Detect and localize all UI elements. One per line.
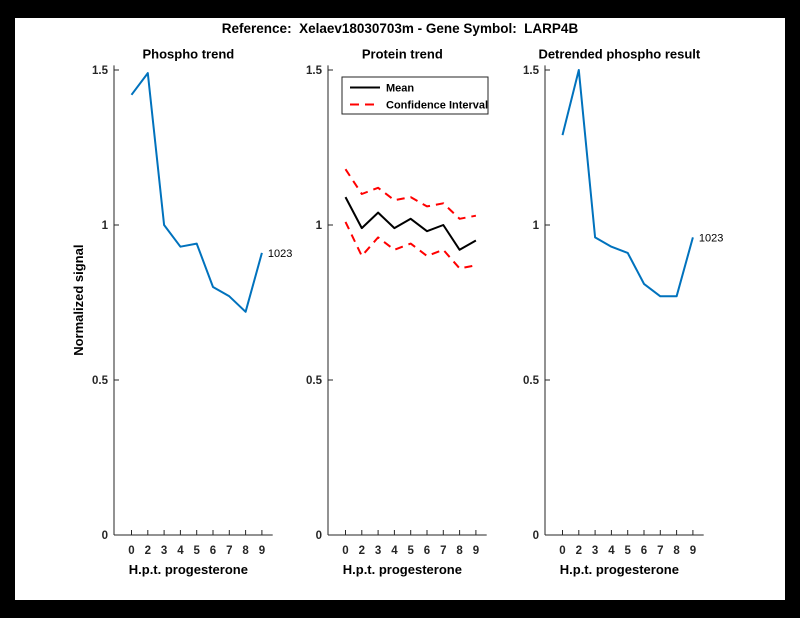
legend-item-label: Confidence Interval <box>386 100 488 112</box>
x-tick-label: 6 <box>641 545 647 557</box>
x-tick-label: 4 <box>391 545 398 557</box>
x-axis-label: H.p.t. progesterone <box>129 562 248 577</box>
x-axis-label: H.p.t. progesterone <box>343 562 462 577</box>
x-tick-label: 4 <box>177 545 184 557</box>
y-tick-label: 0.5 <box>306 375 323 387</box>
x-tick-label: 9 <box>473 545 479 557</box>
x-tick-label: 9 <box>690 545 696 557</box>
y-tick-label: 1 <box>533 220 540 232</box>
x-tick-label: 6 <box>424 545 430 557</box>
y-tick-label: 1.5 <box>523 65 540 77</box>
subplot-title: Phospho trend <box>142 46 234 61</box>
y-tick-label: 0 <box>316 530 322 542</box>
x-tick-label: 7 <box>440 545 446 557</box>
confidence-interval-line <box>344 221 477 270</box>
subplot-title: Protein trend <box>362 46 443 61</box>
y-tick-label: 0.5 <box>523 375 540 387</box>
confidence-interval-line <box>344 168 477 220</box>
x-tick-label: 3 <box>375 545 381 557</box>
x-tick-label: 8 <box>242 545 249 557</box>
data-line-phospho-trend <box>130 72 263 313</box>
y-tick-label: 1.5 <box>306 65 323 77</box>
y-tick-label: 1.5 <box>92 65 109 77</box>
x-tick-label: 5 <box>193 545 200 557</box>
x-tick-label: 7 <box>226 545 232 557</box>
x-tick-label: 8 <box>456 545 463 557</box>
x-tick-label: 5 <box>624 545 631 557</box>
x-tick-label: 2 <box>576 545 582 557</box>
figure-title: Reference: Xelaev18030703m - Gene Symbol… <box>221 21 579 36</box>
x-tick-label: 2 <box>359 545 365 557</box>
y-tick-label: 0 <box>102 530 108 542</box>
x-tick-label: 9 <box>259 545 265 557</box>
x-axis-label: H.p.t. progesterone <box>560 562 679 577</box>
legend-item-label: Mean <box>386 83 414 95</box>
series-end-label: 1023 <box>268 248 292 260</box>
y-tick-label: 1 <box>316 220 323 232</box>
x-tick-label: 0 <box>342 545 348 557</box>
y-tick-label: 0.5 <box>92 375 109 387</box>
x-tick-label: 3 <box>592 545 598 557</box>
series-end-label: 1023 <box>699 232 723 244</box>
y-axis-label: Normalized signal <box>71 245 86 356</box>
y-tick-label: 1 <box>102 220 109 232</box>
x-tick-label: 8 <box>673 545 680 557</box>
x-tick-label: 0 <box>128 545 134 557</box>
x-tick-label: 4 <box>608 545 615 557</box>
y-tick-label: 0 <box>533 530 539 542</box>
matlab-figure: Reference: Xelaev18030703m - Gene Symbol… <box>15 18 785 600</box>
x-tick-label: 5 <box>407 545 414 557</box>
x-tick-label: 0 <box>559 545 565 557</box>
data-line-detrended-phospho <box>561 69 694 298</box>
x-tick-label: 6 <box>210 545 216 557</box>
x-tick-label: 7 <box>657 545 663 557</box>
x-tick-label: 2 <box>145 545 151 557</box>
x-tick-label: 3 <box>161 545 167 557</box>
legend-box <box>341 76 489 115</box>
subplot-title: Detrended phospho result <box>538 46 700 61</box>
data-line-mean <box>344 196 477 251</box>
